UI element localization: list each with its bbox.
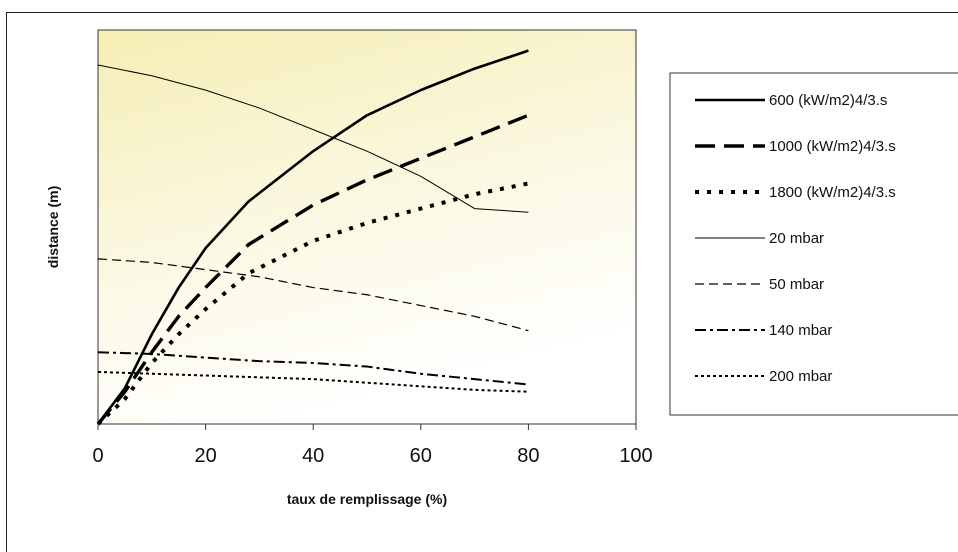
x-tick-label: 100 (619, 445, 652, 467)
x-tick-label: 80 (517, 445, 539, 467)
legend-box (669, 72, 958, 416)
legend-label: 600 (kW/m2)4/3.s (769, 92, 887, 109)
x-tick-label: 60 (410, 445, 432, 467)
legend-label: 20 mbar (769, 230, 824, 247)
y-axis-title: distance (m) (45, 186, 61, 268)
legend: 600 (kW/m2)4/3.s 1000 (kW/m2)4/3.s 1800 (k… (669, 72, 958, 416)
series-line-2 (96, 113, 530, 426)
series-line-4 (97, 64, 529, 213)
series-line-1 (96, 49, 529, 425)
legend-label: 1000 (kW/m2)4/3.s (769, 138, 896, 155)
chart-frame (6, 12, 958, 552)
x-tick-label: 0 (92, 445, 103, 467)
line-chart: 0 20 40 60 80 100 taux de remplissage (%) dis… (45, 29, 958, 507)
legend-label: 50 mbar (769, 276, 824, 293)
plot-area (97, 29, 637, 425)
legend-label: 200 mbar (769, 368, 832, 385)
series-line-6 (97, 351, 529, 386)
x-tick-label: 20 (194, 445, 216, 467)
x-tick-label: 40 (302, 445, 324, 467)
legend-label: 140 mbar (769, 322, 832, 339)
series-line-5 (97, 258, 529, 332)
legend-label: 1800 (kW/m2)4/3.s (769, 184, 896, 201)
x-axis-title: taux de remplissage (%) (287, 491, 447, 507)
